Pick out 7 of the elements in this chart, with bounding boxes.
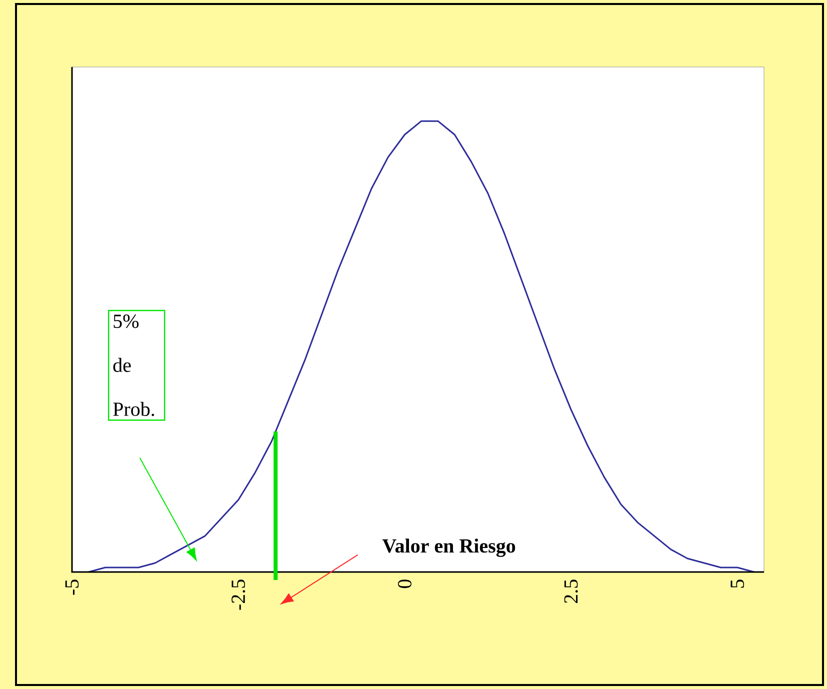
text: 5% de Prob. [113,314,154,416]
x-tick-label: 5 [730,580,744,588]
annotation: Valor en Riesgo [382,538,516,557]
x-tick-label: -5 [65,580,79,595]
x-tick-label: 0 [398,580,412,588]
x-tick-label: 2.5 [564,580,578,603]
x-tick-label: -2.5 [232,580,246,610]
